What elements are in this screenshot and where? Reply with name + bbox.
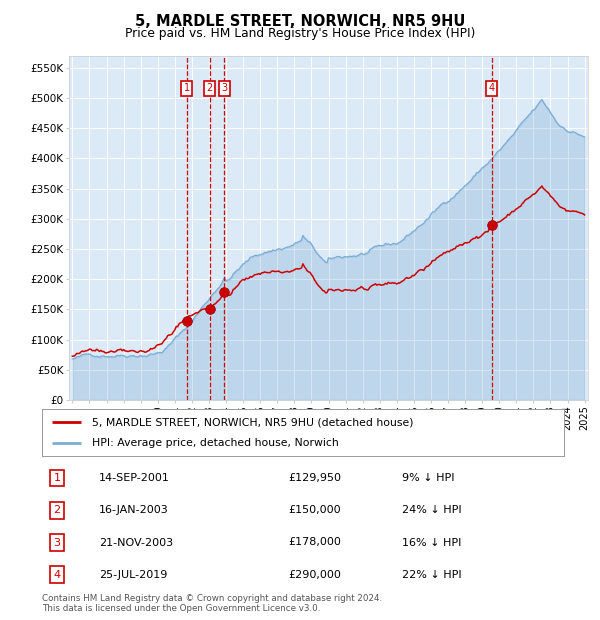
Text: 16% ↓ HPI: 16% ↓ HPI	[402, 538, 461, 547]
Text: 2: 2	[53, 505, 61, 515]
Text: 22% ↓ HPI: 22% ↓ HPI	[402, 570, 461, 580]
Text: Contains HM Land Registry data © Crown copyright and database right 2024.
This d: Contains HM Land Registry data © Crown c…	[42, 594, 382, 613]
Text: £178,000: £178,000	[288, 538, 341, 547]
Text: 1: 1	[184, 84, 190, 94]
Text: 21-NOV-2003: 21-NOV-2003	[99, 538, 173, 547]
Text: 2: 2	[206, 84, 213, 94]
Text: 16-JAN-2003: 16-JAN-2003	[99, 505, 169, 515]
Text: 5, MARDLE STREET, NORWICH, NR5 9HU (detached house): 5, MARDLE STREET, NORWICH, NR5 9HU (deta…	[92, 417, 413, 427]
Text: 25-JUL-2019: 25-JUL-2019	[99, 570, 167, 580]
Text: 5, MARDLE STREET, NORWICH, NR5 9HU: 5, MARDLE STREET, NORWICH, NR5 9HU	[135, 14, 465, 29]
Text: £129,950: £129,950	[288, 473, 341, 483]
Text: 4: 4	[53, 570, 61, 580]
Text: 3: 3	[53, 538, 61, 547]
Text: 4: 4	[488, 84, 495, 94]
Text: 3: 3	[221, 84, 227, 94]
Text: £150,000: £150,000	[288, 505, 341, 515]
Text: HPI: Average price, detached house, Norwich: HPI: Average price, detached house, Norw…	[92, 438, 338, 448]
Text: 1: 1	[53, 473, 61, 483]
Text: £290,000: £290,000	[288, 570, 341, 580]
Text: 24% ↓ HPI: 24% ↓ HPI	[402, 505, 461, 515]
Text: 9% ↓ HPI: 9% ↓ HPI	[402, 473, 455, 483]
Text: 14-SEP-2001: 14-SEP-2001	[99, 473, 170, 483]
Text: Price paid vs. HM Land Registry's House Price Index (HPI): Price paid vs. HM Land Registry's House …	[125, 27, 475, 40]
